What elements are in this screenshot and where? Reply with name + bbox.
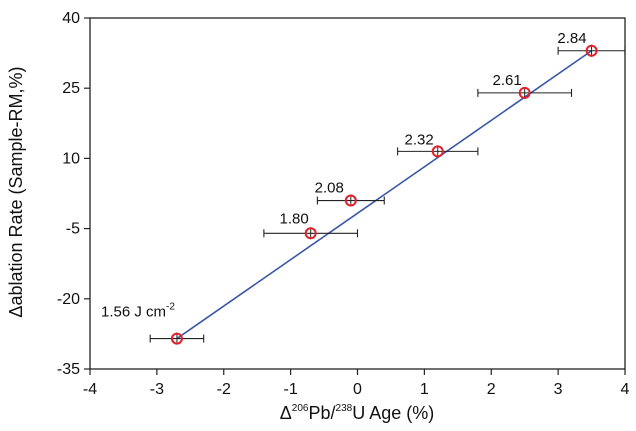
x-tick-label: -1 [284,381,298,398]
x-title-prefix: Δ [280,403,292,423]
data-label-text: 1.56 J cm [101,304,166,321]
x-tick-label: -4 [83,381,97,398]
data-point [431,145,444,158]
fit-line [176,50,593,340]
data-label: 1.56 J cm-2 [101,302,175,321]
x-title-sup-206: 206 [292,403,309,414]
data-label-text: 2.84 [557,30,586,47]
plot-frame [89,17,626,370]
data-label: 2.84 [557,30,586,47]
data-point [304,227,317,240]
y-tick-label: -35 [57,361,80,378]
data-point [585,44,598,57]
data-label-text: 2.32 [405,131,434,148]
x-tick-label: 3 [554,381,563,398]
y-tick-label: 40 [62,10,80,27]
x-tick-label: 1 [420,381,429,398]
data-point [518,86,531,99]
x-title-suffix: U Age (%) [352,403,434,423]
y-tick-label: 25 [62,80,80,97]
x-tick-label: -2 [217,381,231,398]
data-label-sup: -2 [166,302,175,313]
x-axis-title: Δ206Pb/238U Age (%) [280,403,434,423]
x-tick-label: -3 [150,381,164,398]
x-tick-label: 0 [353,381,362,398]
data-label: 1.80 [279,210,308,227]
data-label: 2.61 [492,72,521,89]
x-tick-label: 2 [487,381,496,398]
data-label-text: 2.08 [315,180,344,197]
y-tick-label: -20 [57,291,80,308]
y-tick-label: -5 [66,221,80,238]
data-point [170,332,183,345]
data-label: 2.32 [405,131,434,148]
data-point [344,194,357,207]
x-title-sup-238: 238 [336,403,353,414]
data-label: 2.08 [315,180,344,197]
y-axis-title: Δablation Rate (Sample-RM,%) [6,66,26,317]
data-label-text: 2.61 [492,72,521,89]
y-tick-label: 10 [62,150,80,167]
x-tick-label: 4 [621,381,630,398]
x-title-mid: Pb/ [308,403,335,423]
data-label-text: 1.80 [279,210,308,227]
